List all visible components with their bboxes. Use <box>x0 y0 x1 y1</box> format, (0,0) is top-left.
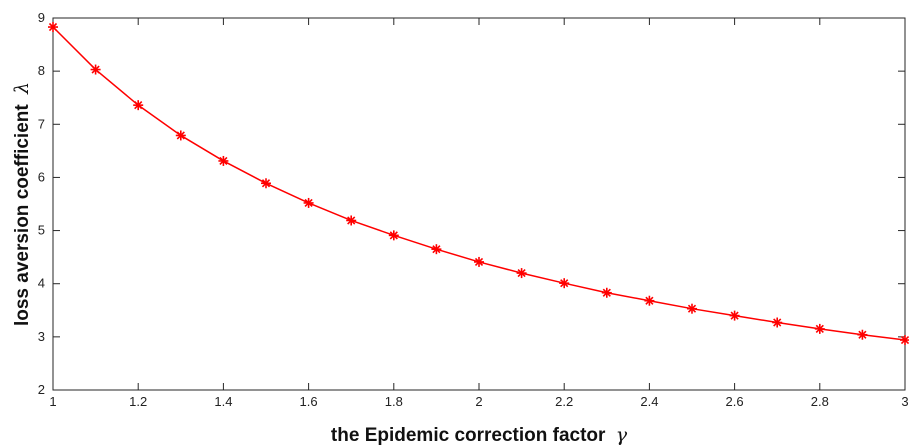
data-point <box>559 278 570 289</box>
y-tick-label: 9 <box>38 10 45 25</box>
y-tick-label: 3 <box>38 329 45 344</box>
data-point <box>687 303 697 314</box>
x-tick-label: 3 <box>901 394 908 409</box>
y-tick-label: 8 <box>38 63 45 78</box>
data-point <box>644 295 655 306</box>
x-tick-label: 2.2 <box>555 394 573 409</box>
data-point <box>601 287 612 298</box>
y-tick-label: 2 <box>38 382 45 397</box>
x-tick-label: 1.4 <box>214 394 232 409</box>
x-tick-label: 2.4 <box>640 394 658 409</box>
data-point <box>218 155 229 166</box>
x-axis-ticks: 1 1.2 1.4 1.6 1.8 2 2.2 2.4 2.6 2.8 3 <box>49 18 909 409</box>
x-tick-label: 2.6 <box>726 394 744 409</box>
y-axis-ticks: 2 3 4 5 6 7 8 9 <box>38 10 905 397</box>
data-point <box>388 230 399 241</box>
plot-area <box>52 17 906 391</box>
x-axis-label-symbol: γ <box>616 424 628 446</box>
data-point <box>814 323 825 334</box>
series-layer <box>48 22 909 346</box>
y-tick-label: 6 <box>38 169 45 184</box>
y-axis-label-symbol: λ <box>11 82 33 95</box>
y-tick-label: 7 <box>38 116 45 131</box>
data-point <box>133 100 144 111</box>
x-axis-label-text: the Epidemic correction factor <box>331 425 606 446</box>
y-tick-label: 4 <box>38 276 45 291</box>
data-point <box>90 64 101 75</box>
x-tick-label: 1.2 <box>129 394 147 409</box>
data-point <box>175 130 186 141</box>
y-axis-label: loss aversion coefficient λ <box>11 82 33 326</box>
data-point <box>516 268 527 279</box>
x-tick-label: 2.8 <box>811 394 829 409</box>
data-point <box>303 197 314 208</box>
data-point <box>48 22 58 33</box>
data-point <box>261 178 271 189</box>
y-tick-label: 5 <box>38 223 45 238</box>
data-point <box>431 244 442 255</box>
x-tick-label: 1.8 <box>385 394 403 409</box>
data-point <box>900 335 909 346</box>
x-axis-label: the Epidemic correction factor γ <box>331 424 628 446</box>
x-tick-label: 2 <box>475 394 482 409</box>
data-point <box>729 310 740 321</box>
data-point <box>772 317 783 328</box>
y-axis-label-text: loss aversion coefficient <box>12 104 33 326</box>
x-tick-label: 1 <box>49 394 56 409</box>
x-tick-label: 1.6 <box>300 394 318 409</box>
data-point <box>474 256 484 267</box>
data-point <box>857 329 868 340</box>
data-point <box>346 215 357 226</box>
